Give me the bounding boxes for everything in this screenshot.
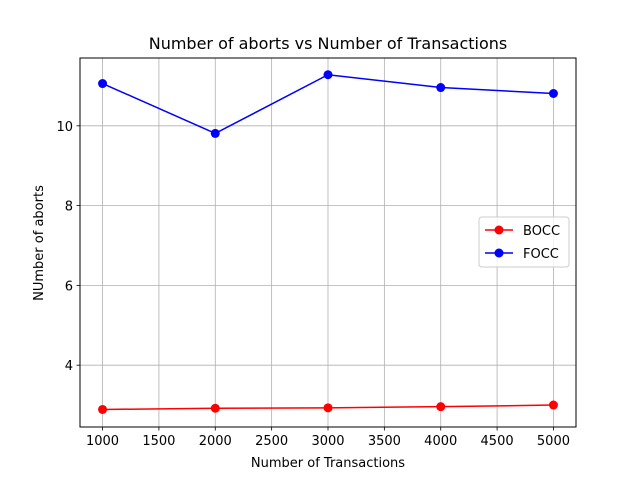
data-point-bocc (98, 404, 108, 414)
y-tick-label: 6 (65, 279, 73, 294)
x-tick-label: 1000 (86, 434, 119, 449)
legend-label-bocc: BOCC (523, 224, 560, 239)
axis-ticks: 1000 1500 2000 2500 3000 3500 4000 4500 5000 4 6 8 1… (56, 120, 570, 449)
series-layer (98, 70, 558, 414)
grid-lines (80, 58, 576, 427)
data-point-bocc (323, 403, 333, 413)
data-point-bocc (548, 400, 558, 410)
data-point-bocc (210, 403, 220, 413)
legend-item-focc: FOCC (485, 247, 559, 262)
legend-label-focc: FOCC (523, 247, 559, 262)
x-tick-label: 3000 (311, 434, 344, 449)
y-tick-label: 4 (65, 359, 73, 374)
x-tick-label: 4500 (481, 434, 514, 449)
data-point-focc (210, 128, 220, 138)
legend-marker-focc (494, 248, 504, 258)
data-point-focc (98, 79, 108, 89)
legend-item-bocc: BOCC (485, 224, 560, 239)
y-tick-label: 8 (65, 200, 73, 215)
y-axis-title: NUmber of aborts (32, 185, 47, 301)
chart-title: Number of aborts vs Number of Transactio… (149, 34, 508, 53)
x-tick-label: 2500 (255, 434, 288, 449)
data-point-bocc (436, 402, 446, 412)
legend-marker-bocc (494, 225, 504, 235)
data-point-focc (436, 83, 446, 93)
series-focc (98, 70, 558, 138)
data-point-focc (323, 70, 333, 80)
x-tick-label: 5000 (537, 434, 570, 449)
x-tick-label: 4000 (424, 434, 457, 449)
series-bocc (98, 400, 558, 414)
data-point-focc (548, 89, 558, 99)
x-tick-label: 3500 (368, 434, 401, 449)
x-tick-label: 2000 (199, 434, 232, 449)
x-tick-label: 1500 (142, 434, 175, 449)
y-tick-label: 10 (56, 120, 73, 135)
x-axis-title: Number of Transactions (251, 456, 405, 471)
legend: BOCC FOCC (478, 216, 570, 268)
